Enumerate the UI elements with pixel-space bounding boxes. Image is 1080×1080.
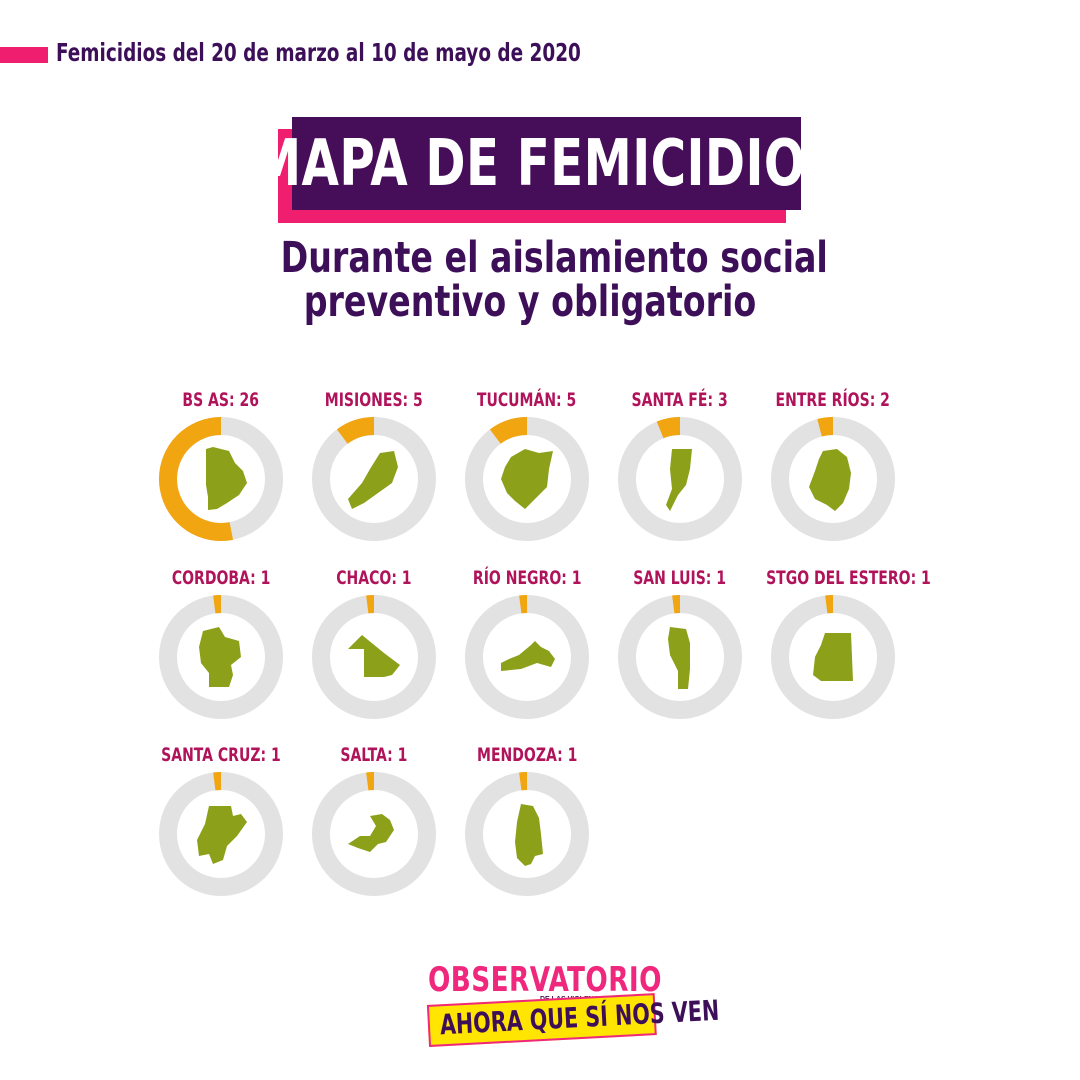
buenos-aires-map-icon — [206, 447, 247, 510]
header-accent-bar — [0, 47, 48, 63]
tucuman-map-icon — [501, 449, 553, 509]
subtitle-line-1: Durante el aislamiento social — [280, 233, 828, 283]
province-label-text: SALTA: 1 — [340, 744, 408, 766]
province-cell: RÍO NEGRO: 1 — [442, 567, 612, 727]
province-label-text: CHACO: 1 — [336, 567, 412, 589]
chaco-map-icon — [348, 635, 400, 677]
santa-cruz-map-icon — [197, 806, 247, 864]
province-label: MENDOZA: 1 — [442, 744, 612, 766]
donut-segment-value — [312, 417, 436, 541]
donut-chart — [312, 595, 436, 719]
donut-chart — [159, 772, 283, 896]
donut-chart — [618, 595, 742, 719]
province-label-text: RÍO NEGRO: 1 — [472, 567, 582, 589]
donut-chart — [618, 417, 742, 541]
donut-segment-value — [465, 772, 589, 896]
period-caption: Femicidios del 20 de marzo al 10 de mayo… — [56, 38, 581, 67]
province-label: STGO DEL ESTERO: 1 — [748, 567, 931, 589]
province-label-text: SAN LUIS: 1 — [633, 567, 727, 589]
province-cell: SAN LUIS: 1 — [595, 567, 765, 727]
province-label-text: SANTA CRUZ: 1 — [161, 744, 281, 766]
province-label: SANTA CRUZ: 1 — [136, 744, 306, 766]
province-label: SAN LUIS: 1 — [595, 567, 765, 589]
donut-chart — [312, 417, 436, 541]
entre-rios-map-icon — [809, 449, 851, 511]
province-label: TUCUMÁN: 5 — [442, 389, 612, 411]
logo-title: OBSERVATORIO — [428, 960, 662, 1000]
observatorio-logo: OBSERVATORIO DE LAS VIOLENCIAS DE GÉNERO… — [424, 958, 720, 1054]
donut-chart — [771, 595, 895, 719]
donut-segment-value — [618, 417, 742, 541]
province-cell: BS AS: 26 — [136, 389, 306, 549]
cordoba-map-icon — [199, 627, 241, 687]
donut-segment-value — [771, 595, 895, 719]
province-label: ENTRE RÍOS: 2 — [748, 389, 918, 411]
subtitle-line-2: preventivo y obligatorio — [303, 277, 757, 327]
donut-segment-value — [465, 595, 589, 719]
donut-chart — [159, 417, 283, 541]
santa-fe-map-icon — [666, 449, 692, 511]
logo-band: AHORA QUE SÍ NOS VEN — [426, 993, 720, 1047]
province-label: CHACO: 1 — [289, 567, 459, 589]
province-label-text: TUCUMÁN: 5 — [477, 389, 577, 411]
donut-segment-value — [159, 772, 283, 896]
province-cell: CHACO: 1 — [289, 567, 459, 727]
san-luis-map-icon — [668, 627, 690, 689]
province-cell: MISIONES: 5 — [289, 389, 459, 549]
page-title: MAPA DE FEMICIDIOS — [252, 126, 841, 201]
donut-chart — [465, 595, 589, 719]
province-cell: SANTA CRUZ: 1 — [136, 744, 306, 904]
province-label-text: CORDOBA: 1 — [171, 567, 271, 589]
province-label-text: STGO DEL ESTERO: 1 — [766, 567, 931, 589]
province-label: RÍO NEGRO: 1 — [442, 567, 612, 589]
province-label: SALTA: 1 — [289, 744, 459, 766]
donut-segment-value — [618, 595, 742, 719]
donut-chart — [465, 417, 589, 541]
province-label-text: MISIONES: 5 — [324, 389, 424, 411]
mendoza-map-icon — [515, 804, 543, 866]
province-label: BS AS: 26 — [136, 389, 306, 411]
province-cell: STGO DEL ESTERO: 1 — [748, 567, 931, 727]
title-banner: MAPA DE FEMICIDIOS — [253, 117, 840, 210]
province-label-text: ENTRE RÍOS: 2 — [775, 389, 891, 411]
province-label-text: SANTA FÉ: 3 — [631, 389, 729, 411]
donut-chart — [771, 417, 895, 541]
province-cell: SALTA: 1 — [289, 744, 459, 904]
santiago-del-estero-map-icon — [813, 633, 853, 681]
donut-chart — [465, 772, 589, 896]
province-cell: SANTA FÉ: 3 — [595, 389, 765, 549]
donut-segment-value — [312, 772, 436, 896]
province-label: CORDOBA: 1 — [136, 567, 306, 589]
donut-segment-value — [312, 595, 436, 719]
donut-chart — [159, 595, 283, 719]
salta-map-icon — [348, 814, 394, 852]
province-label: SANTA FÉ: 3 — [595, 389, 765, 411]
province-cell: TUCUMÁN: 5 — [442, 389, 612, 549]
donut-chart — [312, 772, 436, 896]
rio-negro-map-icon — [501, 641, 555, 671]
donut-segment-value — [771, 417, 895, 541]
donut-segment-value — [159, 595, 283, 719]
province-label-text: BS AS: 26 — [182, 389, 260, 411]
donut-segment-value — [159, 417, 283, 541]
misiones-map-icon — [348, 451, 398, 509]
province-cell: MENDOZA: 1 — [442, 744, 612, 904]
province-cell: CORDOBA: 1 — [136, 567, 306, 727]
donut-segment-value — [465, 417, 589, 541]
subtitle: Durante el aislamiento social preventivo… — [240, 233, 828, 327]
province-label: MISIONES: 5 — [289, 389, 459, 411]
province-cell: ENTRE RÍOS: 2 — [748, 389, 918, 549]
province-label-text: MENDOZA: 1 — [476, 744, 578, 766]
